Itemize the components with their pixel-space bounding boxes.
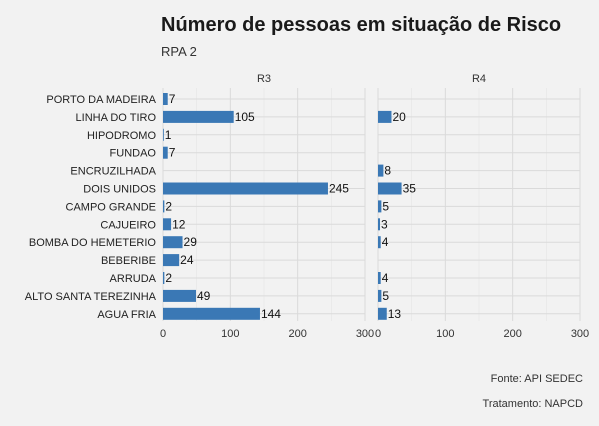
bar-value-label: 12 (172, 217, 186, 231)
y-category-label: ALTO SANTA TEREZINHA (25, 291, 157, 303)
bar-value-label: 105 (235, 110, 255, 124)
y-category-label: PORTO DA MADEIRA (46, 94, 156, 106)
bar-value-label: 7 (169, 146, 176, 160)
x-tick-label: 300 (356, 328, 374, 340)
bar-value-label: 13 (388, 307, 402, 321)
y-category-label: ARRUDA (110, 273, 157, 285)
bar (378, 165, 383, 177)
source-caption: Fonte: API SEDEC (491, 373, 583, 385)
bar (163, 183, 328, 195)
y-category-label: LINHA DO TIRO (76, 112, 157, 124)
bar-value-label: 8 (384, 164, 391, 178)
bar-value-label: 144 (261, 307, 281, 321)
bar (378, 218, 380, 230)
bar-value-label: 29 (184, 235, 198, 249)
y-category-label: DOIS UNIDOS (83, 184, 156, 196)
bar-value-label: 7 (169, 92, 176, 106)
y-category-label: AGUA FRIA (97, 309, 156, 321)
bar (163, 200, 164, 212)
x-tick-label: 0 (160, 328, 166, 340)
bar (163, 147, 168, 159)
x-tick-label: 200 (503, 328, 521, 340)
bar (163, 272, 164, 284)
bar-value-label: 4 (382, 235, 389, 249)
x-tick-label: 200 (288, 328, 306, 340)
facet-strip-label: R3 (257, 73, 271, 85)
y-category-label: BEBERIBE (101, 255, 156, 267)
y-category-label: CAJUEIRO (100, 219, 156, 231)
y-category-label: FUNDAO (110, 148, 157, 160)
bar-value-label: 5 (382, 199, 389, 213)
treatment-caption: Tratamento: NAPCD (483, 398, 583, 410)
bar (378, 200, 381, 212)
bar (378, 111, 391, 123)
y-category-label: CAMPO GRANDE (66, 201, 156, 213)
bar-value-label: 5 (382, 289, 389, 303)
bar (163, 111, 234, 123)
bar (378, 290, 381, 302)
bar (378, 236, 381, 248)
facet-strip-label: R4 (472, 73, 486, 85)
bar (163, 93, 168, 105)
x-tick-label: 100 (436, 328, 454, 340)
y-category-label: HIPODROMO (87, 130, 157, 142)
bar-value-label: 20 (392, 110, 406, 124)
bar-value-label: 2 (165, 199, 172, 213)
bar (163, 129, 164, 141)
y-category-label: BOMBA DO HEMETERIO (29, 237, 157, 249)
bar (163, 236, 183, 248)
bar-value-label: 4 (382, 271, 389, 285)
bar-value-label: 3 (381, 217, 388, 231)
bar (378, 183, 402, 195)
x-tick-label: 100 (221, 328, 239, 340)
bar (163, 290, 196, 302)
bar-value-label: 35 (403, 182, 417, 196)
bar (378, 272, 381, 284)
bar (163, 254, 179, 266)
bar (163, 308, 260, 320)
bar-value-label: 49 (197, 289, 211, 303)
x-tick-label: 0 (375, 328, 381, 340)
bar (163, 218, 171, 230)
bar (378, 308, 387, 320)
bar-value-label: 2 (165, 271, 172, 285)
bar-value-label: 1 (165, 128, 172, 142)
y-category-label: ENCRUZILHADA (70, 166, 156, 178)
bar-value-label: 245 (329, 182, 349, 196)
x-tick-label: 300 (571, 328, 589, 340)
bar-value-label: 24 (180, 253, 194, 267)
